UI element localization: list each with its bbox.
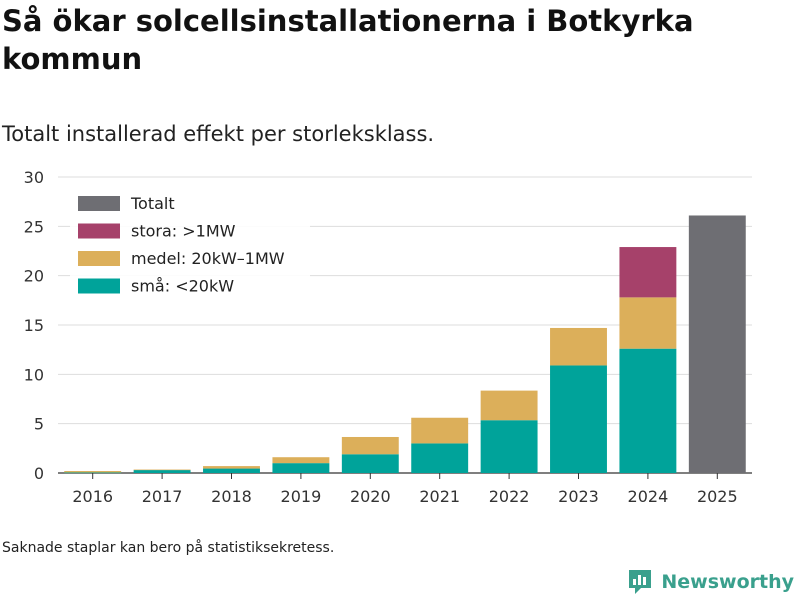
- bar-segment: [272, 463, 330, 473]
- y-tick-label: 25: [24, 217, 44, 236]
- chart-subtitle: Totalt installerad effekt per storlekskl…: [2, 122, 435, 146]
- y-tick-label: 10: [24, 365, 44, 384]
- bar-segment: [619, 297, 677, 349]
- legend: Totalt stora: >1MW medel: 20kW–1MW små: <20…: [70, 186, 310, 304]
- bar-segment: [341, 454, 399, 473]
- bar-segment: [133, 470, 191, 473]
- legend-swatch: [78, 223, 120, 239]
- bar-segment: [411, 417, 469, 444]
- footnote: Saknade staplar kan bero på statistiksek…: [2, 540, 335, 556]
- y-tick-label: 0: [34, 464, 44, 483]
- x-tick-label: 2016: [72, 487, 113, 506]
- x-tick-label: 2017: [142, 487, 183, 506]
- bar-segment: [550, 327, 607, 366]
- x-tick-label: 2018: [211, 487, 252, 506]
- bar-segment: [272, 457, 330, 464]
- legend-label: små: <20kW: [131, 277, 234, 296]
- bar-segment: [64, 472, 122, 474]
- x-tick-label: 2023: [558, 487, 599, 506]
- bars: [64, 215, 746, 474]
- y-tick-label: 15: [24, 316, 44, 335]
- bar-segment: [203, 468, 260, 473]
- y-tick-label: 5: [34, 415, 44, 434]
- y-tick-label: 20: [24, 267, 44, 286]
- bar-segment: [341, 436, 399, 455]
- newsworthy-logo-icon: [629, 570, 652, 594]
- bar-segment: [480, 420, 538, 473]
- legend-swatch: [78, 196, 120, 211]
- legend-swatch: [78, 278, 120, 294]
- legend-label: medel: 20kW–1MW: [131, 249, 285, 268]
- bar-segment: [688, 215, 746, 474]
- chart-title: Så ökar solcellsinstallationerna i Botky…: [2, 4, 694, 76]
- x-tick-label: 2019: [281, 487, 322, 506]
- legend-label: stora: >1MW: [131, 222, 236, 241]
- bar-segment: [64, 471, 122, 473]
- legend-swatch: [78, 251, 120, 266]
- bar-segment: [550, 365, 607, 473]
- brand-name: Newsworthy: [661, 571, 794, 593]
- brand-logo: Newsworthy: [627, 568, 794, 596]
- bar-segment: [133, 469, 191, 471]
- x-tick-label: 2020: [350, 487, 391, 506]
- x-tick-label: 2024: [628, 487, 669, 506]
- bar-segment: [480, 390, 538, 421]
- bar-segment: [203, 466, 260, 469]
- x-tick-label: 2022: [489, 487, 530, 506]
- bar-segment: [411, 443, 469, 473]
- x-tick-label: 2025: [697, 487, 738, 506]
- bar-segment: [619, 247, 677, 298]
- y-tick-label: 30: [24, 168, 44, 187]
- x-tick-label: 2021: [419, 487, 460, 506]
- legend-label: Totalt: [130, 194, 175, 213]
- bar-segment: [619, 348, 677, 473]
